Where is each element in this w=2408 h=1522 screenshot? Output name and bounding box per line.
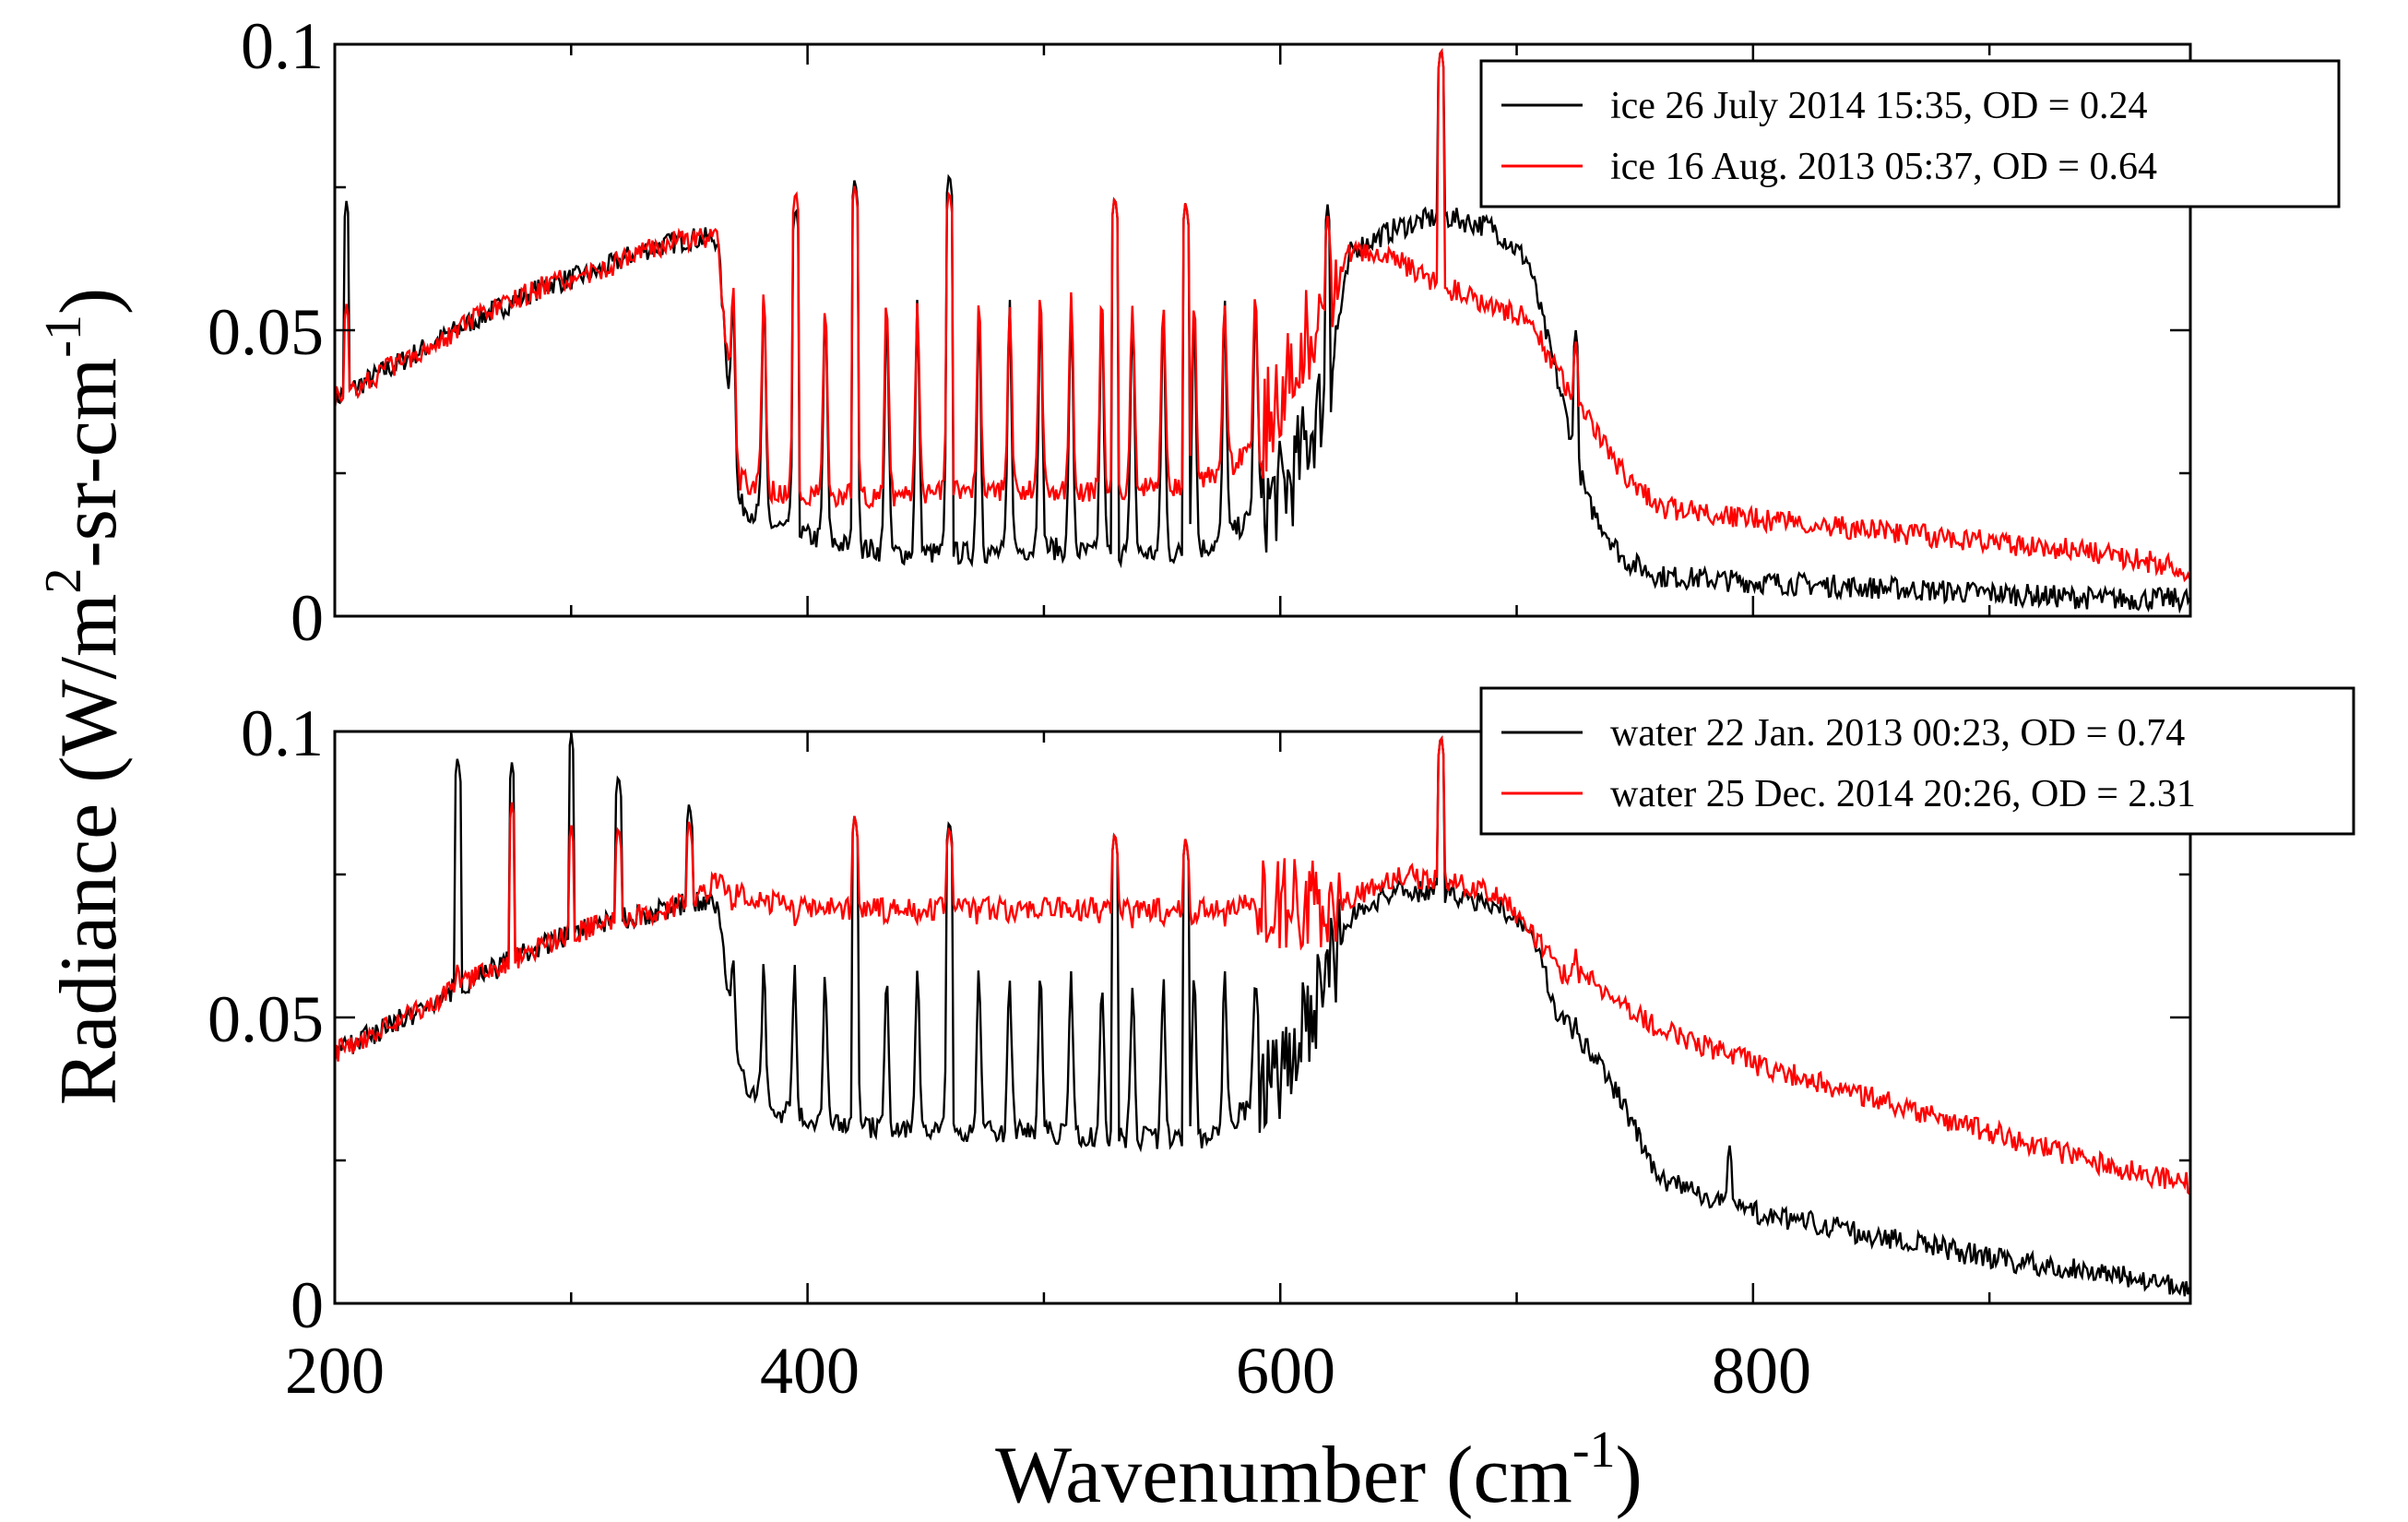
legend-label: ice 16 Aug. 2013 05:37, OD = 0.64: [1610, 146, 2157, 188]
y-axis-title-sup1: 2: [35, 568, 92, 594]
y-axis-title: Radiance (W/m2-sr-cm-1): [35, 288, 134, 1106]
x-axis-title-sup: -1: [1572, 1421, 1616, 1479]
x-axis-title-main: Wavenumber (cm: [995, 1431, 1572, 1520]
series-line-bottom-1: [333, 733, 2191, 1297]
y-axis-title-sup2: -1: [35, 315, 92, 358]
y-tick-label: 0: [291, 1268, 324, 1342]
series-line-top-1: [333, 48, 2191, 614]
y-tick-label: 0.05: [208, 295, 324, 369]
x-tick-label-800: 800: [1712, 1334, 1811, 1408]
x-tick-label-600: 600: [1236, 1334, 1335, 1408]
x-tick-label-400: 400: [760, 1334, 860, 1408]
legend-label: water 25 Dec. 2014 20:26, OD = 2.31: [1610, 773, 2196, 815]
y-tick-label: 0: [291, 581, 324, 655]
series-line-bottom-2: [333, 735, 2190, 1195]
y-tick-label: 0.1: [241, 9, 324, 83]
panel-top: 0 0.05 0.1 ice 26 July 2014 15:35, OD = 0.2…: [208, 9, 2341, 655]
y-axis-title-part1: Radiance (W/m: [44, 594, 134, 1106]
series-line-top-2: [333, 48, 2191, 583]
y-axis-title-part2: -sr-cm: [44, 358, 134, 568]
x-axis-title: Wavenumber (cm-1): [995, 1421, 1643, 1520]
legend-label: ice 26 July 2014 15:35, OD = 0.24: [1610, 85, 2147, 127]
x-tick-label-200: 200: [285, 1334, 385, 1408]
legend: water 22 Jan. 2013 00:23, OD = 0.74 water…: [1479, 686, 2355, 836]
legend-box: [1479, 59, 2341, 208]
legend-box: [1479, 686, 2355, 836]
legend-label: water 22 Jan. 2013 00:23, OD = 0.74: [1610, 712, 2185, 755]
legend: ice 26 July 2014 15:35, OD = 0.24 ice 16 …: [1479, 59, 2341, 208]
y-tick-label: 0.1: [241, 696, 324, 770]
y-tick-label: 0.05: [208, 982, 324, 1056]
x-axis-title-close: ): [1616, 1431, 1643, 1520]
y-axis-title-close: ): [44, 288, 134, 315]
panel-bottom: 0 0.05 0.1 water 22 Jan. 2013 00:23, OD = 0…: [208, 686, 2355, 1342]
